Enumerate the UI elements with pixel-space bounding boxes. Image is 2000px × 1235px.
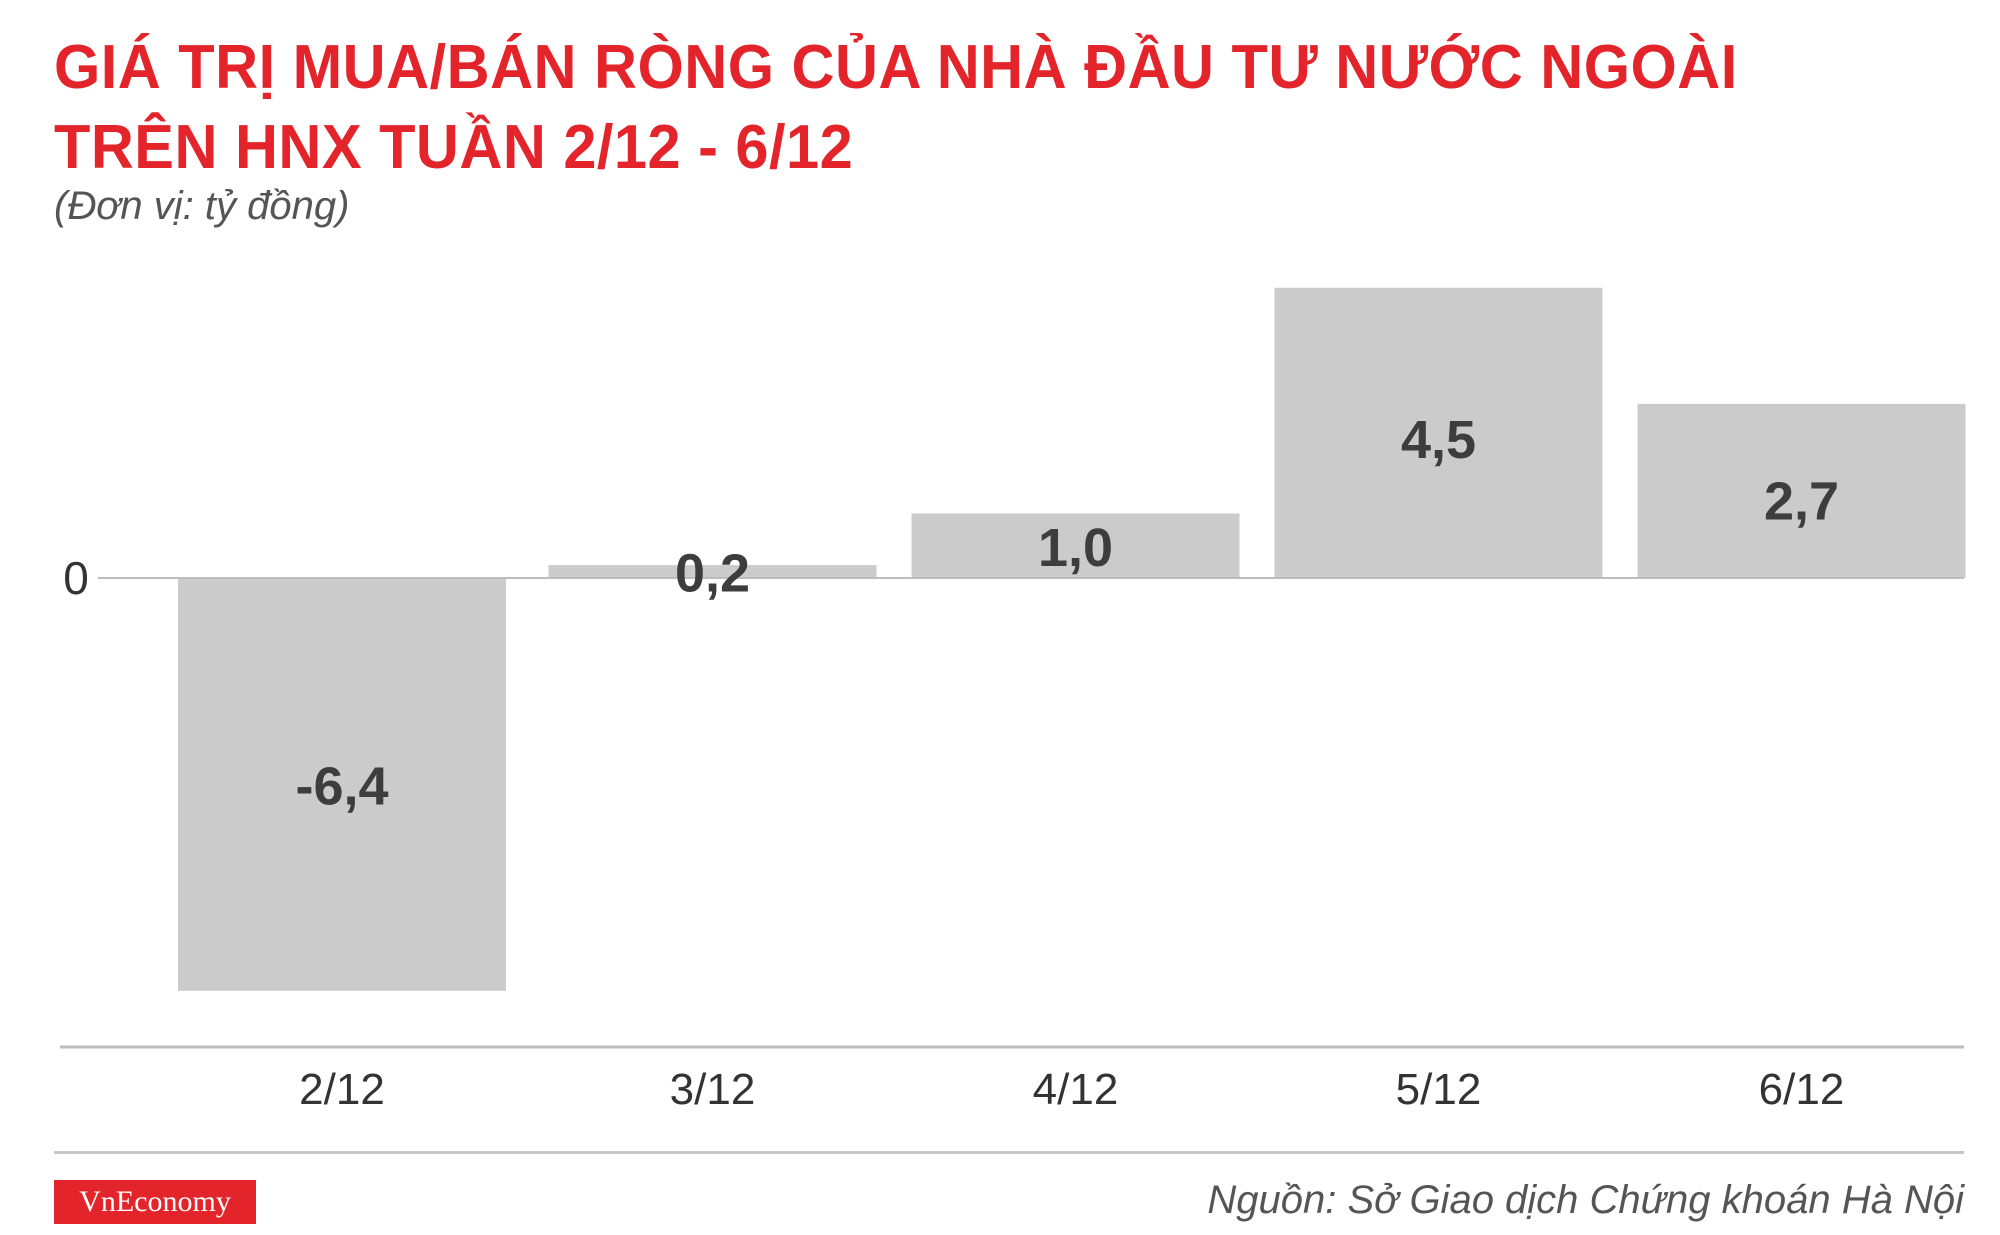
- value-label-2-12: -6,4: [295, 756, 388, 816]
- category-label-4-12: 4/12: [1033, 1065, 1119, 1114]
- category-label-3-12: 3/12: [670, 1065, 756, 1114]
- source-note: Nguồn: Sở Giao dịch Chứng khoán Hà Nội: [1207, 1178, 1964, 1222]
- bar-5-12: [1274, 287, 1603, 578]
- value-label-4-12: 1,0: [1038, 518, 1113, 578]
- value-labels-group: -6,4 0,2 1,0 4,5 2,7: [295, 410, 1839, 817]
- bar-4-12: [911, 513, 1240, 578]
- unit-label: (Đơn vị: tỷ đồng): [54, 184, 350, 228]
- category-label-5-12: 5/12: [1396, 1065, 1482, 1114]
- bar-3-12: [548, 565, 877, 578]
- category-labels-group: 2/12 3/12 4/12 5/12 6/12: [299, 1065, 1844, 1114]
- footer-divider: [54, 1151, 1964, 1154]
- bars-group: [178, 287, 1966, 991]
- value-label-6-12: 2,7: [1764, 472, 1839, 532]
- category-label-2-12: 2/12: [299, 1065, 385, 1114]
- chart-title: GIÁ TRỊ MUA/BÁN RÒNG CỦA NHÀ ĐẦU TƯ NƯỚC…: [54, 28, 1878, 188]
- chart-title-line2: TRÊN HNX TUẦN 2/12 - 6/12: [54, 113, 854, 182]
- value-label-3-12: 0,2: [675, 544, 750, 604]
- zero-tick-label: 0: [63, 552, 89, 604]
- bar-2-12: [178, 578, 506, 991]
- value-label-5-12: 4,5: [1401, 410, 1476, 470]
- vneconomy-logo: VnEconomy: [54, 1180, 256, 1224]
- bar-chart: 0 -6,4 0,2 1,0 4,5 2,7 2/12 3/12 4/12 5/12 6/12: [60, 287, 1966, 1114]
- bar-6-12: [1637, 403, 1966, 578]
- chart-title-line1: GIÁ TRỊ MUA/BÁN RÒNG CỦA NHÀ ĐẦU TƯ NƯỚC…: [54, 33, 1738, 102]
- category-label-6-12: 6/12: [1759, 1065, 1845, 1114]
